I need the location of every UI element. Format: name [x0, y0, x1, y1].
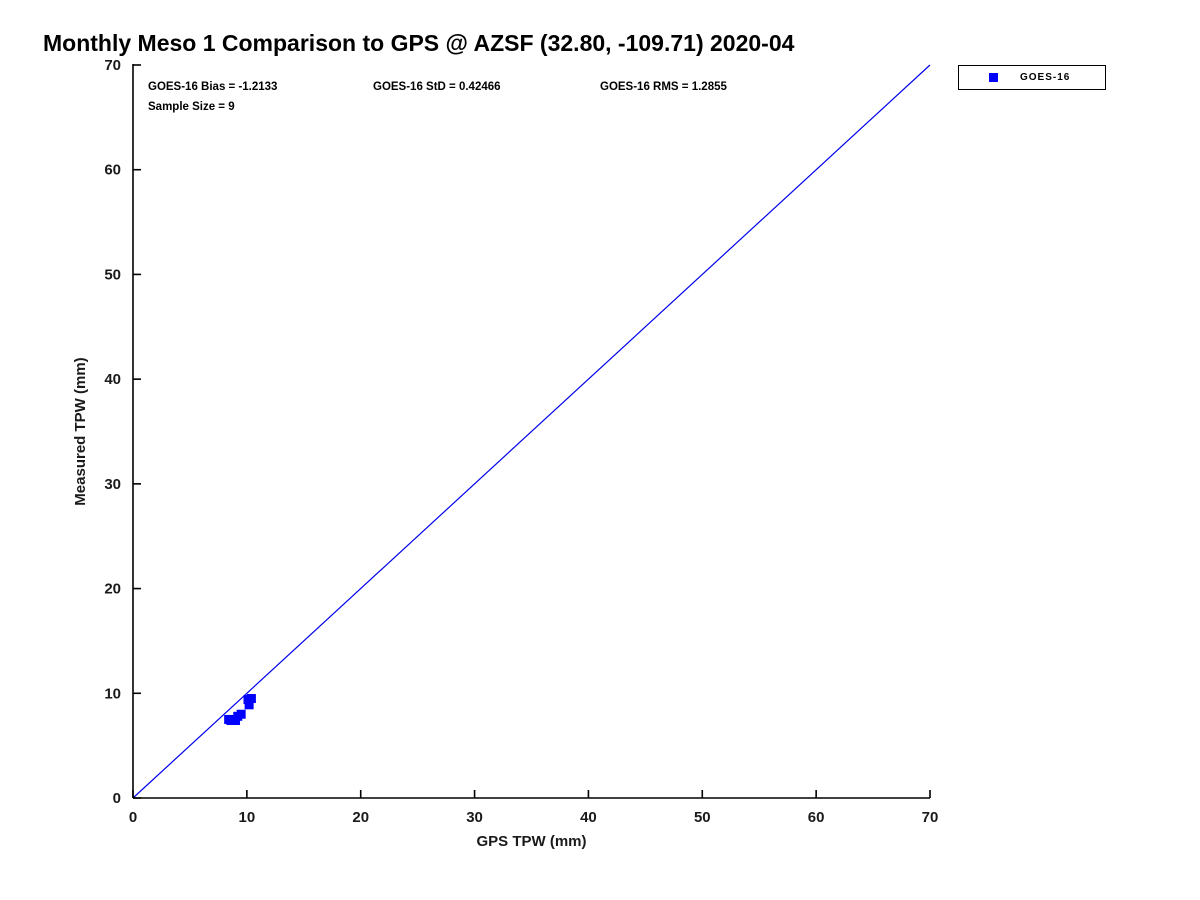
x-tick-label: 50	[694, 809, 711, 826]
x-tick-label: 70	[922, 809, 939, 826]
y-tick-label: 40	[104, 371, 121, 388]
y-axis-title: Measured TPW (mm)	[72, 357, 89, 505]
stat-sample-size: Sample Size = 9	[148, 101, 235, 113]
y-tick-label: 30	[104, 476, 121, 493]
legend-marker-square-icon	[989, 73, 998, 82]
y-tick-label: 50	[104, 266, 121, 283]
x-tick-label: 40	[580, 809, 597, 826]
x-tick-label: 10	[239, 809, 256, 826]
x-tick-label: 0	[129, 809, 137, 826]
y-tick-label: 0	[113, 790, 121, 807]
y-tick-label: 60	[104, 162, 121, 179]
x-tick-label: 20	[352, 809, 369, 826]
x-axis-title: GPS TPW (mm)	[476, 833, 586, 850]
x-tick-label: 30	[466, 809, 483, 826]
y-tick-label: 70	[104, 57, 121, 74]
y-tick-label: 10	[104, 685, 121, 702]
legend-label: GOES-16	[1020, 72, 1071, 83]
y-tick-label: 20	[104, 581, 121, 598]
data-point	[236, 709, 246, 719]
identity-line	[132, 64, 931, 799]
data-point	[244, 700, 254, 710]
data-point	[246, 694, 256, 704]
stat-std: GOES-16 StD = 0.42466	[373, 81, 501, 93]
x-tick-label: 60	[808, 809, 825, 826]
legend: GOES-16	[958, 65, 1106, 90]
stat-bias: GOES-16 Bias = -1.2133	[148, 81, 278, 93]
chart-title: Monthly Meso 1 Comparison to GPS @ AZSF …	[43, 30, 795, 56]
stat-rms: GOES-16 RMS = 1.2855	[600, 81, 727, 93]
